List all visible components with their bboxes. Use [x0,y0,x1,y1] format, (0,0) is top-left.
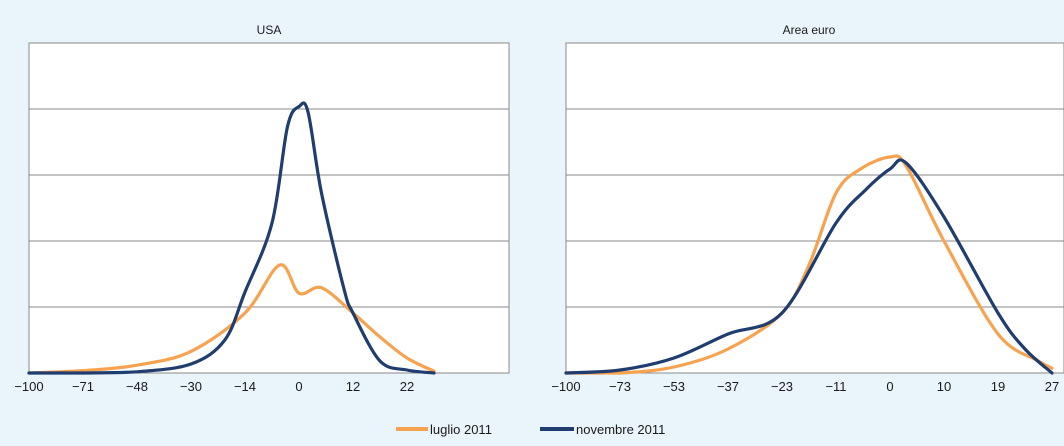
legend-item-luglio-2011: luglio 2011 [396,422,492,437]
euro-area-series-novembre-2011 [564,158,1054,375]
euro-area-x-tick-label: 19 [991,379,1005,394]
usa-x-tick-label: 0 [295,379,302,394]
usa-x-tick-label: −100 [14,379,43,394]
euro-area-x-tick-label: 27 [1045,379,1059,394]
usa-panel: USA −100 −71 −48 −30 −14 0 12 22 [14,23,510,394]
euro-area-x-tick-label: −11 [825,379,846,394]
euro-area-plot-area [565,42,1064,374]
euro-area-series [564,154,1054,375]
euro-area-x-tick-label: 0 [886,379,893,394]
usa-plot-area [28,42,510,374]
legend-label-novembre-2011: novembre 2011 [576,422,665,437]
usa-series [27,101,436,375]
usa-panel-title: USA [257,23,282,37]
usa-x-tick-label: −30 [180,379,202,394]
euro-area-panel-title: Area euro [783,23,836,37]
legend-label-luglio-2011: luglio 2011 [430,422,492,437]
usa-gridlines [29,108,509,308]
usa-x-tick-label: 12 [346,379,360,394]
usa-series-novembre-2011 [27,101,436,375]
legend-item-novembre-2011: novembre 2011 [540,422,665,437]
usa-series-luglio-2011 [27,263,436,375]
usa-x-tick-label: −14 [234,379,256,394]
euro-area-series-luglio-2011 [564,154,1054,375]
usa-x-tick-label: −48 [126,379,148,394]
legend: luglio 2011 novembre 2011 [396,422,665,437]
usa-x-tick-label: 22 [400,379,414,394]
euro-area-x-tick-labels: −100 −73 −53 −37 −23 −11 0 10 19 27 [551,379,1059,394]
euro-area-x-tick-label: 10 [937,379,951,394]
euro-area-x-tick-label: −73 [609,379,631,394]
euro-area-gridlines [566,108,1064,308]
euro-area-x-tick-label: −100 [551,379,580,394]
euro-area-panel: Area euro −100 −73 −53 −37 −23 −11 0 10 19 27 [551,23,1064,394]
euro-area-x-tick-label: −37 [717,379,739,394]
euro-area-x-tick-label: −23 [771,379,793,394]
euro-area-x-tick-label: −53 [663,379,685,394]
usa-x-tick-labels: −100 −71 −48 −30 −14 0 12 22 [14,379,414,394]
usa-x-tick-label: −71 [72,379,94,394]
